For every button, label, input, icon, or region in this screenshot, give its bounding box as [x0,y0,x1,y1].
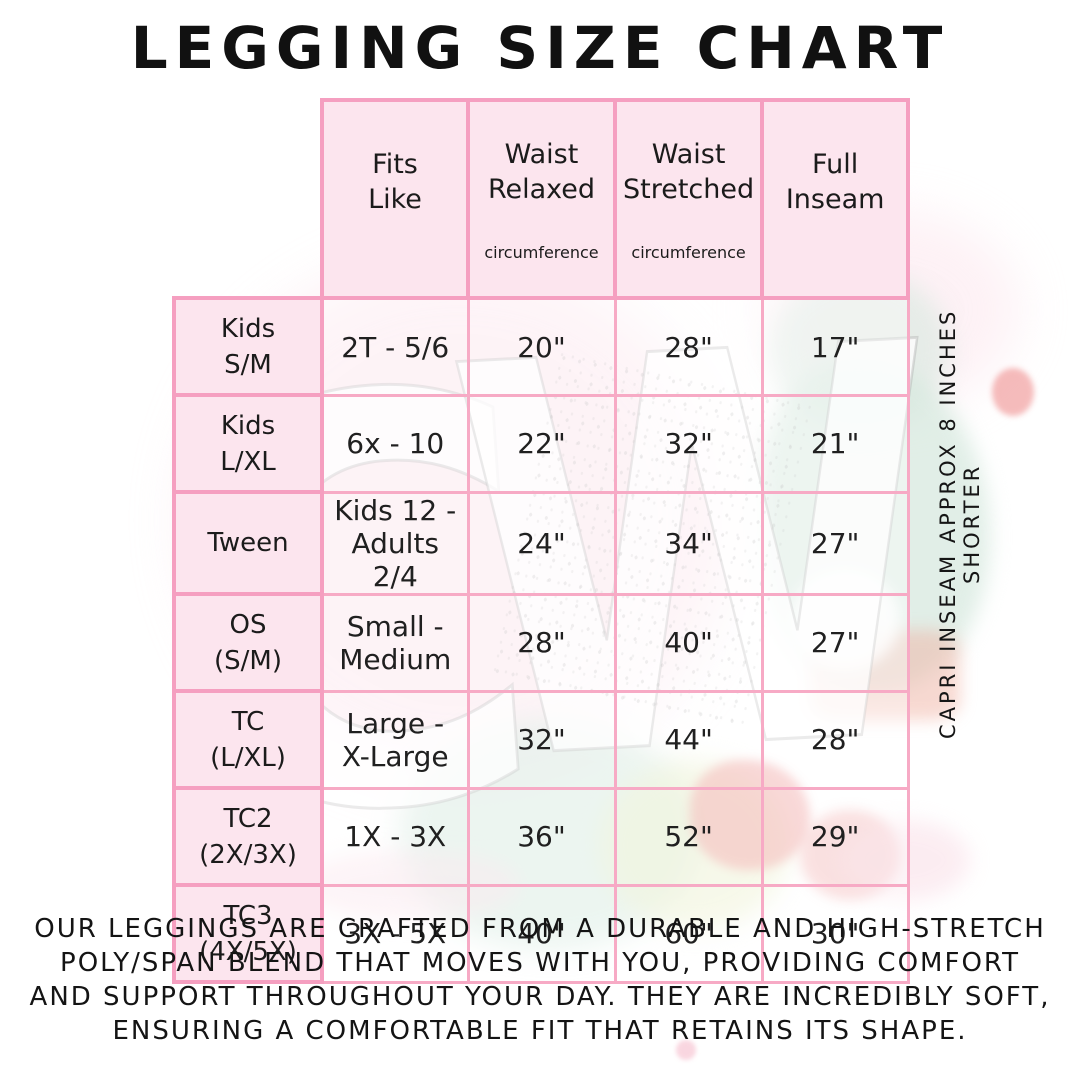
fits-like-cell: 1X - 3X [320,786,470,887]
waist-stretched-cell: 28" [613,296,764,397]
column-header-label: Waist Relaxed [487,139,596,206]
header-row: Fits Like Waist Relaxed circumference Wa… [174,97,911,301]
fits-like-cell: Small - Medium [320,592,470,693]
waist-relaxed-cell: 20" [466,296,617,397]
row-label-os: OS (S/M) [172,592,324,694]
fits-like-cell: Kids 12 - Adults 2/4 [320,490,470,596]
waist-stretched-cell: 44" [613,689,764,790]
capri-inseam-note: CAPRI INSEAM APPROX 8 INCHES SHORTER [936,308,984,740]
column-header-full-inseam: Full Inseam [760,97,911,301]
waist-relaxed-cell: 22" [466,393,617,494]
column-header-sublabel: circumference [484,243,599,263]
corner-cell [174,100,322,298]
waist-relaxed-cell: 32" [466,689,617,790]
waist-relaxed-cell: 36" [466,786,617,887]
description-line: POLY/SPAN BLEND THAT MOVES WITH YOU, PRO… [60,948,1020,978]
full-inseam-cell: 27" [760,490,910,596]
row-label-tc2: TC2 (2X/3X) [172,786,324,888]
full-inseam-cell: 21" [760,393,910,494]
row-label-tween: Tween [172,490,324,597]
column-header-waist-relaxed: Waist Relaxed circumference [466,97,617,301]
fits-like-cell: Large - X-Large [320,689,470,790]
table-row: OS (S/M) Small - Medium 28" 40" 27" [172,592,910,694]
column-header-waist-stretched: Waist Stretched circumference [612,97,765,301]
description-line: OUR LEGGINGS ARE CRAFTED FROM A DURABLE … [34,914,1046,944]
column-header-sublabel: circumference [631,243,746,263]
description-paragraph: OUR LEGGINGS ARE CRAFTED FROM A DURABLE … [0,912,1080,1048]
waist-relaxed-cell: 24" [466,490,617,596]
waist-stretched-cell: 40" [613,592,764,693]
column-header-label: Fits Like [368,148,422,215]
full-inseam-cell: 17" [760,296,910,397]
row-label-kids-sm: Kids S/M [172,296,324,398]
table-row: TC (L/XL) Large - X-Large 32" 44" 28" [172,689,910,791]
full-inseam-cell: 28" [760,689,910,790]
red-flower-blob [992,368,1034,416]
page-title: LEGGING SIZE CHART [130,14,950,82]
table-row: Kids L/XL 6x - 10 22" 32" 21" [172,393,910,495]
fits-like-cell: 2T - 5/6 [320,296,470,397]
table-row: Kids S/M 2T - 5/6 20" 28" 17" [172,296,910,398]
table-row: TC2 (2X/3X) 1X - 3X 36" 52" 29" [172,786,910,888]
column-header-label: Full Inseam [785,148,885,215]
legging-size-table: Fits Like Waist Relaxed circumference Wa… [172,97,911,985]
full-inseam-cell: 29" [760,786,910,887]
waist-stretched-cell: 52" [613,786,764,887]
row-label-kids-lxl: Kids L/XL [172,393,324,495]
table-row: Tween Kids 12 - Adults 2/4 24" 34" 27" [172,490,910,597]
description-line: AND SUPPORT THROUGHOUT YOUR DAY. THEY AR… [29,982,1051,1012]
column-header-fits-like: Fits Like [320,97,470,301]
row-label-tc: TC (L/XL) [172,689,324,791]
row-label-tc3: TC3 (4X/5X) [172,883,324,985]
waist-stretched-cell: 34" [613,490,764,596]
description-line: ENSURING A COMFORTABLE FIT THAT RETAINS … [112,1016,968,1046]
full-inseam-cell: 27" [760,592,910,693]
waist-stretched-cell: 32" [613,393,764,494]
fits-like-cell: 6x - 10 [320,393,470,494]
waist-relaxed-cell: 28" [466,592,617,693]
column-header-label: Waist Stretched [623,139,755,206]
